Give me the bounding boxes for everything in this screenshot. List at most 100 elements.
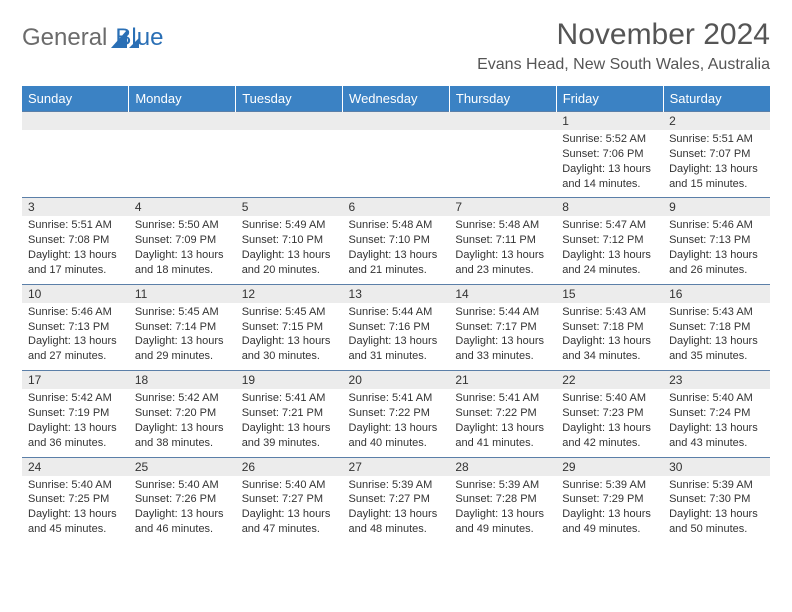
sunset-text: Sunset: 7:21 PM — [242, 406, 337, 421]
day-content-row: Sunrise: 5:52 AMSunset: 7:06 PMDaylight:… — [22, 130, 770, 198]
day-cell: Sunrise: 5:41 AMSunset: 7:22 PMDaylight:… — [343, 389, 450, 457]
sunrise-text: Sunrise: 5:40 AM — [135, 478, 230, 493]
day-cell: Sunrise: 5:47 AMSunset: 7:12 PMDaylight:… — [556, 216, 663, 284]
day-number — [129, 112, 236, 131]
day-number: 29 — [556, 457, 663, 476]
sunset-text: Sunset: 7:19 PM — [28, 406, 123, 421]
day-number: 30 — [663, 457, 770, 476]
sunset-text: Sunset: 7:27 PM — [349, 492, 444, 507]
day-cell: Sunrise: 5:46 AMSunset: 7:13 PMDaylight:… — [663, 216, 770, 284]
sunrise-text: Sunrise: 5:45 AM — [242, 305, 337, 320]
day-cell: Sunrise: 5:39 AMSunset: 7:28 PMDaylight:… — [449, 476, 556, 543]
sunset-text: Sunset: 7:18 PM — [562, 320, 657, 335]
sunrise-text: Sunrise: 5:51 AM — [669, 132, 764, 147]
day-cell: Sunrise: 5:40 AMSunset: 7:26 PMDaylight:… — [129, 476, 236, 543]
sunrise-text: Sunrise: 5:44 AM — [455, 305, 550, 320]
day-cell: Sunrise: 5:45 AMSunset: 7:15 PMDaylight:… — [236, 303, 343, 371]
sunrise-text: Sunrise: 5:44 AM — [349, 305, 444, 320]
day-number: 2 — [663, 112, 770, 131]
daylight-text: Daylight: 13 hours and 36 minutes. — [28, 421, 123, 451]
daylight-text: Daylight: 13 hours and 33 minutes. — [455, 334, 550, 364]
day-cell: Sunrise: 5:41 AMSunset: 7:22 PMDaylight:… — [449, 389, 556, 457]
daylight-text: Daylight: 13 hours and 31 minutes. — [349, 334, 444, 364]
sunrise-text: Sunrise: 5:47 AM — [562, 218, 657, 233]
day-number: 20 — [343, 371, 450, 390]
sunrise-text: Sunrise: 5:45 AM — [135, 305, 230, 320]
weekday-header-row: Sunday Monday Tuesday Wednesday Thursday… — [22, 86, 770, 112]
day-cell: Sunrise: 5:52 AMSunset: 7:06 PMDaylight:… — [556, 130, 663, 198]
day-cell: Sunrise: 5:42 AMSunset: 7:20 PMDaylight:… — [129, 389, 236, 457]
day-cell: Sunrise: 5:43 AMSunset: 7:18 PMDaylight:… — [556, 303, 663, 371]
daylight-text: Daylight: 13 hours and 50 minutes. — [669, 507, 764, 537]
day-number: 17 — [22, 371, 129, 390]
day-number: 3 — [22, 198, 129, 217]
day-cell: Sunrise: 5:44 AMSunset: 7:17 PMDaylight:… — [449, 303, 556, 371]
sunrise-text: Sunrise: 5:40 AM — [242, 478, 337, 493]
daylight-text: Daylight: 13 hours and 49 minutes. — [455, 507, 550, 537]
day-number: 25 — [129, 457, 236, 476]
day-cell — [22, 130, 129, 198]
daylight-text: Daylight: 13 hours and 38 minutes. — [135, 421, 230, 451]
daylight-text: Daylight: 13 hours and 35 minutes. — [669, 334, 764, 364]
daylight-text: Daylight: 13 hours and 47 minutes. — [242, 507, 337, 537]
day-number: 13 — [343, 284, 450, 303]
location-subtitle: Evans Head, New South Wales, Australia — [477, 56, 770, 74]
day-cell: Sunrise: 5:40 AMSunset: 7:27 PMDaylight:… — [236, 476, 343, 543]
sunset-text: Sunset: 7:25 PM — [28, 492, 123, 507]
day-number: 9 — [663, 198, 770, 217]
daylight-text: Daylight: 13 hours and 46 minutes. — [135, 507, 230, 537]
sunset-text: Sunset: 7:14 PM — [135, 320, 230, 335]
weekday-header: Tuesday — [236, 86, 343, 112]
day-number: 4 — [129, 198, 236, 217]
daylight-text: Daylight: 13 hours and 29 minutes. — [135, 334, 230, 364]
sunset-text: Sunset: 7:17 PM — [455, 320, 550, 335]
day-cell: Sunrise: 5:39 AMSunset: 7:27 PMDaylight:… — [343, 476, 450, 543]
sunrise-text: Sunrise: 5:39 AM — [349, 478, 444, 493]
sunrise-text: Sunrise: 5:48 AM — [455, 218, 550, 233]
sunset-text: Sunset: 7:24 PM — [669, 406, 764, 421]
day-number: 26 — [236, 457, 343, 476]
brand-logo: General Blue — [22, 18, 163, 52]
weekday-header: Thursday — [449, 86, 556, 112]
day-number: 6 — [343, 198, 450, 217]
day-cell — [129, 130, 236, 198]
header: General Blue November 2024 Evans Head, N… — [22, 18, 770, 74]
day-cell: Sunrise: 5:50 AMSunset: 7:09 PMDaylight:… — [129, 216, 236, 284]
day-cell: Sunrise: 5:45 AMSunset: 7:14 PMDaylight:… — [129, 303, 236, 371]
sunrise-text: Sunrise: 5:50 AM — [135, 218, 230, 233]
sunset-text: Sunset: 7:12 PM — [562, 233, 657, 248]
sunrise-text: Sunrise: 5:39 AM — [562, 478, 657, 493]
day-number: 11 — [129, 284, 236, 303]
sunset-text: Sunset: 7:22 PM — [349, 406, 444, 421]
day-number-row: 24252627282930 — [22, 457, 770, 476]
weekday-header: Saturday — [663, 86, 770, 112]
daylight-text: Daylight: 13 hours and 20 minutes. — [242, 248, 337, 278]
day-cell: Sunrise: 5:48 AMSunset: 7:10 PMDaylight:… — [343, 216, 450, 284]
sunrise-text: Sunrise: 5:40 AM — [562, 391, 657, 406]
day-cell: Sunrise: 5:42 AMSunset: 7:19 PMDaylight:… — [22, 389, 129, 457]
day-number: 18 — [129, 371, 236, 390]
sunset-text: Sunset: 7:13 PM — [28, 320, 123, 335]
daylight-text: Daylight: 13 hours and 41 minutes. — [455, 421, 550, 451]
sunrise-text: Sunrise: 5:42 AM — [28, 391, 123, 406]
day-number-row: 10111213141516 — [22, 284, 770, 303]
sunset-text: Sunset: 7:30 PM — [669, 492, 764, 507]
sunset-text: Sunset: 7:06 PM — [562, 147, 657, 162]
sunrise-text: Sunrise: 5:52 AM — [562, 132, 657, 147]
daylight-text: Daylight: 13 hours and 14 minutes. — [562, 162, 657, 192]
sunrise-text: Sunrise: 5:51 AM — [28, 218, 123, 233]
daylight-text: Daylight: 13 hours and 18 minutes. — [135, 248, 230, 278]
day-content-row: Sunrise: 5:42 AMSunset: 7:19 PMDaylight:… — [22, 389, 770, 457]
daylight-text: Daylight: 13 hours and 27 minutes. — [28, 334, 123, 364]
sunset-text: Sunset: 7:13 PM — [669, 233, 764, 248]
day-number: 16 — [663, 284, 770, 303]
day-cell: Sunrise: 5:48 AMSunset: 7:11 PMDaylight:… — [449, 216, 556, 284]
daylight-text: Daylight: 13 hours and 34 minutes. — [562, 334, 657, 364]
sunrise-text: Sunrise: 5:46 AM — [28, 305, 123, 320]
day-cell — [449, 130, 556, 198]
day-number: 8 — [556, 198, 663, 217]
sunrise-text: Sunrise: 5:39 AM — [669, 478, 764, 493]
sunrise-text: Sunrise: 5:48 AM — [349, 218, 444, 233]
day-number: 22 — [556, 371, 663, 390]
day-cell: Sunrise: 5:41 AMSunset: 7:21 PMDaylight:… — [236, 389, 343, 457]
